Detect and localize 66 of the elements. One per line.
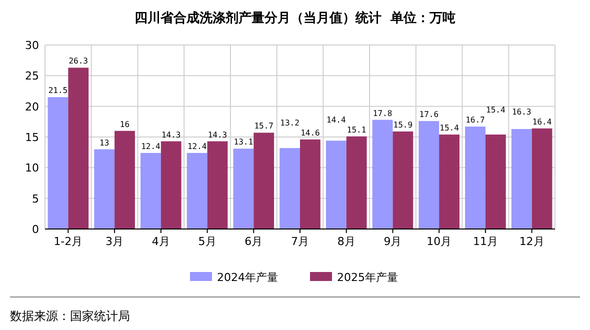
data-label: 13.1 bbox=[234, 138, 254, 147]
y-tick-label: 10 bbox=[25, 162, 39, 175]
data-label: 13.2 bbox=[280, 118, 300, 128]
data-label: 26.3 bbox=[68, 56, 88, 66]
data-label: 16.7 bbox=[466, 116, 486, 125]
bar bbox=[68, 68, 89, 229]
bar bbox=[418, 121, 440, 229]
x-tick-label: 1-2月 bbox=[54, 235, 83, 248]
bar bbox=[485, 134, 506, 229]
y-tick-label: 0 bbox=[32, 223, 39, 236]
data-label: 14.4 bbox=[326, 115, 346, 124]
data-label: 17.6 bbox=[419, 110, 439, 120]
bar bbox=[532, 128, 552, 229]
data-label: 14.3 bbox=[208, 130, 228, 140]
bar bbox=[233, 148, 254, 229]
y-tick-label: 25 bbox=[25, 70, 39, 83]
x-tick-label: 12月 bbox=[519, 235, 544, 248]
y-tick-label: 30 bbox=[25, 39, 39, 52]
bar bbox=[300, 139, 320, 229]
data-label: 14.3 bbox=[161, 130, 181, 140]
bar bbox=[254, 132, 274, 229]
bar bbox=[511, 129, 532, 229]
bar bbox=[114, 130, 135, 229]
data-label: 12.4 bbox=[187, 142, 207, 151]
y-tick-label: 20 bbox=[25, 100, 39, 114]
x-tick-label: 11月 bbox=[472, 235, 498, 248]
data-label: 13 bbox=[100, 138, 110, 148]
bar bbox=[346, 136, 367, 229]
data-label: 12.4 bbox=[141, 142, 161, 151]
data-label: 16 bbox=[120, 120, 130, 129]
bar bbox=[465, 126, 486, 229]
bar bbox=[186, 152, 208, 229]
data-label: 17.8 bbox=[372, 108, 392, 118]
x-tick-label: 8月 bbox=[337, 235, 356, 248]
legend-label: 2024年产量 bbox=[217, 271, 278, 284]
y-tick-label: 5 bbox=[32, 192, 39, 206]
data-label: 16.3 bbox=[512, 107, 532, 116]
bar bbox=[439, 134, 460, 229]
x-tick-label: 7月 bbox=[291, 235, 309, 248]
data-label: 15.1 bbox=[346, 125, 366, 134]
data-label: 15.4 bbox=[440, 124, 460, 133]
bar bbox=[160, 141, 182, 229]
bar bbox=[94, 149, 115, 229]
bar bbox=[48, 97, 68, 229]
x-tick-label: 9月 bbox=[384, 235, 402, 248]
bar bbox=[392, 131, 414, 229]
bar bbox=[280, 148, 300, 229]
source-note: 数据来源：国家统计局 bbox=[10, 309, 130, 323]
x-tick-label: 6月 bbox=[244, 235, 263, 248]
bar bbox=[140, 152, 161, 229]
x-tick-label: 4月 bbox=[152, 235, 170, 248]
bar bbox=[326, 140, 346, 229]
legend-label: 2025年产量 bbox=[337, 271, 398, 284]
y-tick-label: 15 bbox=[25, 131, 39, 144]
data-label: 21.5 bbox=[48, 86, 68, 96]
bar bbox=[207, 141, 228, 229]
chart-title: 四川省合成洗涤剂产量分月（当月值）统计 单位：万吨 bbox=[134, 10, 456, 26]
x-tick-label: 5月 bbox=[198, 235, 216, 248]
data-label: 14.6 bbox=[300, 128, 320, 138]
x-tick-label: 3月 bbox=[106, 235, 124, 248]
x-tick-label: 10月 bbox=[426, 235, 452, 248]
bar bbox=[372, 120, 393, 229]
data-label: 15.7 bbox=[254, 122, 274, 131]
data-label: 16.4 bbox=[532, 117, 552, 126]
data-label: 15.9 bbox=[393, 120, 413, 130]
data-label: 15.4 bbox=[486, 106, 506, 115]
